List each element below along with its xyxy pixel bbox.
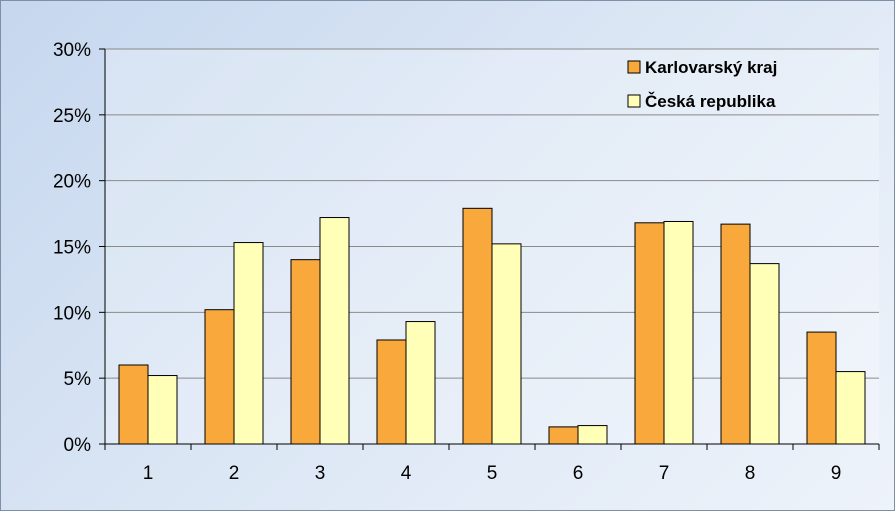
legend-swatch-karlovarsky-kraj xyxy=(627,60,641,74)
x-tick-label: 3 xyxy=(315,463,326,484)
y-tick-label: 20% xyxy=(53,172,91,193)
bar-ceska-republika-9 xyxy=(835,371,866,445)
bars xyxy=(118,207,866,445)
x-tick-label: 4 xyxy=(401,463,412,484)
bar-ceska-republika-8 xyxy=(749,263,780,445)
bar-ceska-republika-1 xyxy=(147,375,178,445)
x-tick-label: 7 xyxy=(659,463,670,484)
x-axis-ticks: 1 2 3 4 5 6 7 8 9 xyxy=(104,444,880,484)
y-axis-ticks: 0% 5% 10% 15% 20% 25% 30% xyxy=(53,40,105,456)
bar-karlovarsky-kraj-5 xyxy=(462,207,493,445)
y-tick-label: 25% xyxy=(53,106,91,127)
x-tick-label: 1 xyxy=(143,463,154,484)
legend-label-karlovarsky-kraj: Karlovarský kraj xyxy=(645,58,777,77)
bar-karlovarsky-kraj-2 xyxy=(204,309,235,445)
bar-ceska-republika-2 xyxy=(233,242,264,445)
y-tick-label: 10% xyxy=(53,303,91,324)
x-tick-label: 8 xyxy=(745,463,756,484)
y-tick-label: 5% xyxy=(64,369,92,390)
bar-karlovarsky-kraj-1 xyxy=(118,364,149,445)
bar-ceska-republika-4 xyxy=(405,321,436,445)
bar-karlovarsky-kraj-6 xyxy=(548,426,579,445)
bar-karlovarsky-kraj-8 xyxy=(720,223,751,445)
bar-karlovarsky-kraj-4 xyxy=(376,339,407,445)
legend-swatch-ceska-republika xyxy=(627,94,641,108)
bar-ceska-republika-7 xyxy=(663,220,694,445)
bar-ceska-republika-3 xyxy=(319,217,350,445)
y-tick-label: 15% xyxy=(53,238,91,259)
legend-label-ceska-republika: Česká republika xyxy=(645,92,776,111)
x-tick-label: 9 xyxy=(831,463,842,484)
x-tick-label: 6 xyxy=(573,463,584,484)
legend: Karlovarský kraj Česká republika xyxy=(627,58,777,111)
x-tick-label: 5 xyxy=(487,463,498,484)
bar-karlovarsky-kraj-9 xyxy=(806,331,837,445)
bar-karlovarsky-kraj-7 xyxy=(634,222,665,445)
y-tick-label: 30% xyxy=(53,40,91,61)
bar-ceska-republika-5 xyxy=(491,243,522,445)
x-tick-label: 2 xyxy=(229,463,240,484)
axes xyxy=(104,49,879,445)
bar-ceska-republika-6 xyxy=(577,425,608,445)
y-tick-label: 0% xyxy=(64,435,92,456)
bar-karlovarsky-kraj-3 xyxy=(290,259,321,445)
